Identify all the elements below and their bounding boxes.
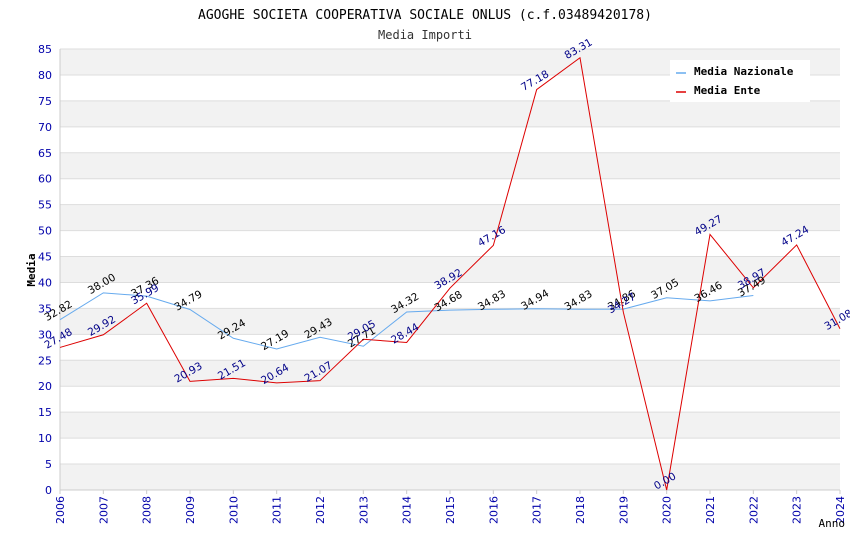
grid-band	[60, 152, 840, 179]
legend: Media Nazionale Media Ente	[670, 60, 810, 102]
legend-box	[670, 60, 810, 102]
y-tick-label: 5	[45, 458, 52, 471]
y-tick-label: 75	[38, 95, 52, 108]
chart-subtitle: Media Importi	[378, 28, 472, 42]
x-tick-label: 2018	[574, 496, 587, 524]
y-tick-label: 60	[38, 173, 52, 186]
x-tick-label: 2021	[704, 496, 717, 524]
x-tick-label: 2006	[54, 496, 67, 524]
x-tick-label: 2014	[401, 496, 414, 524]
x-tick-label: 2020	[661, 496, 674, 524]
y-tick-label: 20	[38, 380, 52, 393]
x-tick-label: 2009	[184, 496, 197, 524]
y-tick-label: 45	[38, 251, 52, 264]
x-tick-label: 2007	[97, 496, 110, 524]
grid-band	[60, 464, 840, 490]
x-tick-label: 2024	[834, 496, 847, 524]
x-tick-label: 2019	[617, 496, 630, 524]
y-tick-label: 25	[38, 354, 52, 367]
x-tick-label: 2022	[747, 496, 760, 524]
legend-label: Media Ente	[694, 84, 761, 97]
x-tick-label: 2015	[444, 496, 457, 524]
chart-title: AGOGHE SOCIETA COOPERATIVA SOCIALE ONLUS…	[198, 8, 652, 23]
plot-background-bands	[60, 49, 840, 490]
x-tick-label: 2012	[314, 496, 327, 524]
y-tick-label: 30	[38, 328, 52, 341]
series-line-media-nazionale	[59, 292, 754, 350]
x-tick-label: 2008	[141, 496, 154, 524]
y-axis-ticks: 0 5 10 15 20 25 30 35 40 45 50 55 60 65 70 75 80 85	[38, 43, 52, 497]
legend-label: Media Nazionale	[694, 65, 794, 78]
series-lines	[59, 56, 841, 491]
y-tick-label: 15	[38, 406, 52, 419]
y-tick-label: 0	[45, 484, 52, 497]
y-axis-label: Media	[25, 253, 38, 286]
grid-band	[60, 360, 840, 387]
grid-band	[60, 256, 840, 283]
y-tick-label: 35	[38, 302, 52, 315]
x-tick-label: 2013	[357, 496, 370, 524]
x-tick-label: 2017	[531, 496, 544, 524]
x-tick-label: 2023	[791, 496, 804, 524]
y-tick-label: 70	[38, 121, 52, 134]
legend-item-media-nazionale: Media Nazionale	[676, 65, 794, 78]
y-tick-label: 85	[38, 43, 52, 56]
grid-band	[60, 308, 840, 335]
series-line-media-ente	[59, 56, 841, 491]
y-tick-label: 80	[38, 69, 52, 82]
x-tick-label: 2011	[271, 496, 284, 524]
x-axis-label: Anno	[819, 517, 846, 530]
y-tick-label: 50	[38, 225, 52, 238]
legend-item-media-ente: Media Ente	[676, 84, 761, 97]
y-tick-label: 65	[38, 147, 52, 160]
x-tick-label: 2010	[227, 496, 240, 524]
grid-band	[60, 100, 840, 127]
grid-band	[60, 412, 840, 439]
x-tick-label: 2016	[487, 496, 500, 524]
y-tick-label: 40	[38, 276, 52, 289]
x-axis-ticks: 2006 2007 2008 2009 2010 2011 2012 2013 2014 2015…	[54, 490, 847, 524]
grid-band	[60, 204, 840, 231]
y-tick-label: 10	[38, 432, 52, 445]
y-tick-label: 55	[38, 199, 52, 212]
